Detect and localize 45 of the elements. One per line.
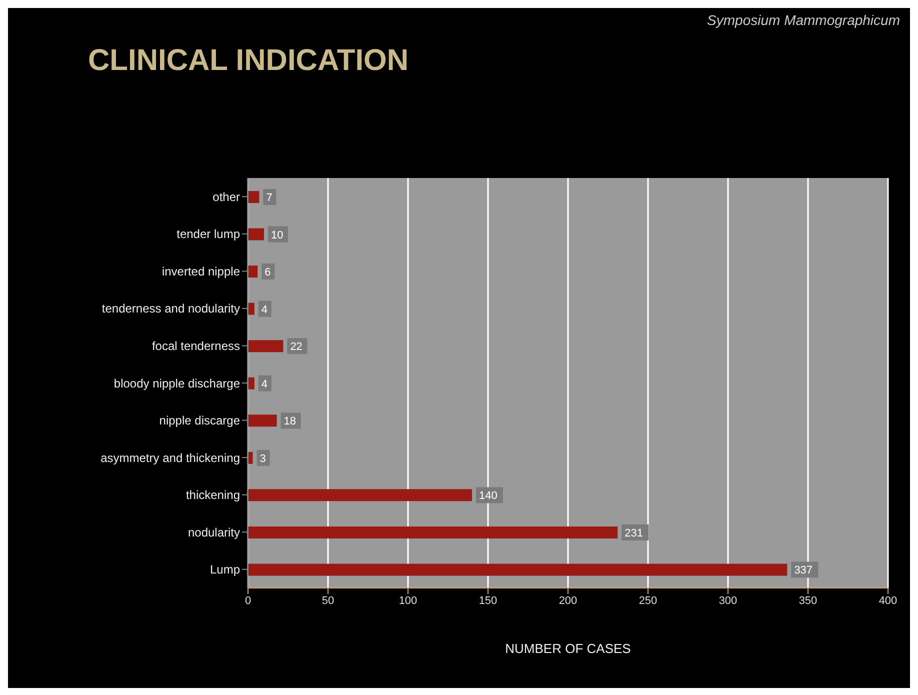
bar <box>248 191 260 203</box>
data-label: 4 <box>261 378 268 390</box>
text: Symposium Mammographicum <box>707 12 900 28</box>
x-tick-label: 250 <box>638 594 658 607</box>
x-tick-label: 350 <box>798 594 818 607</box>
x-tick-label: 100 <box>398 594 418 607</box>
data-label: 6 <box>264 266 271 279</box>
bar <box>248 302 254 315</box>
y-tick-label: thickening <box>186 488 240 502</box>
y-tick-label: inverted nipple <box>162 264 240 278</box>
y-tick-label: nodularity <box>188 525 240 540</box>
data-label: 140 <box>479 490 498 502</box>
y-tick-label: asymmetry and thickening <box>100 450 240 465</box>
x-axis-title: NUMBER OF CASES <box>505 641 632 656</box>
y-tick-label: Lump <box>210 562 240 577</box>
y-tick-label: other <box>212 190 240 204</box>
bar <box>248 526 618 538</box>
bar <box>248 377 254 390</box>
bar <box>248 414 277 427</box>
y-tick-label: bloody nipple discharge <box>114 376 240 390</box>
bar <box>248 340 284 352</box>
data-label: 3 <box>260 452 266 465</box>
data-label: 22 <box>290 341 302 354</box>
data-label: 7 <box>266 192 272 204</box>
y-tick-label: nipple discarge <box>159 414 240 428</box>
x-tick-label: 50 <box>322 594 334 607</box>
chart-title: CLINICAL INDICATION <box>88 44 409 78</box>
bar <box>248 228 264 240</box>
bar <box>248 452 253 464</box>
bar <box>248 564 788 576</box>
x-tick-label: 200 <box>558 594 578 607</box>
y-tick-label: tender lump <box>176 227 240 242</box>
x-tick-label: 150 <box>478 594 498 607</box>
data-label: 231 <box>624 527 643 540</box>
x-tick-label: 300 <box>718 594 738 607</box>
data-label: 18 <box>284 416 296 428</box>
x-tick-label: 0 <box>244 594 252 607</box>
data-label: 337 <box>794 564 813 577</box>
y-tick-label: tenderness and nodularity <box>102 302 240 316</box>
data-label: 4 <box>261 304 268 316</box>
x-tick-label: 400 <box>878 594 898 607</box>
y-tick-label: focal tenderness <box>152 338 240 353</box>
bar <box>248 266 258 278</box>
bar <box>248 489 472 502</box>
data-label: 10 <box>271 229 284 242</box>
